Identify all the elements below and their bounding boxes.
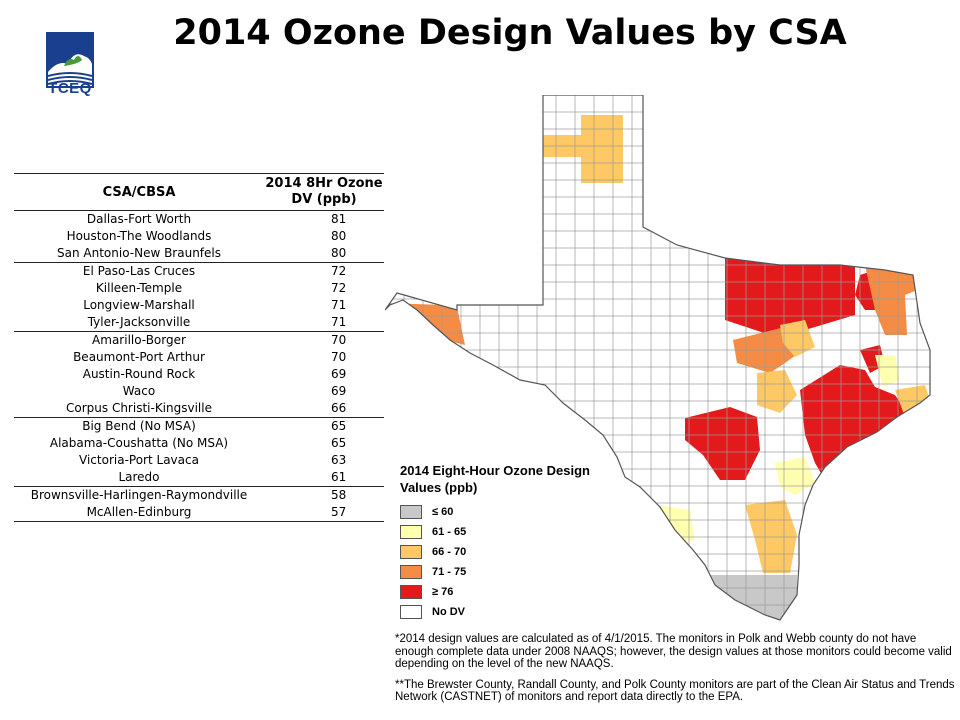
csa-name-cell: San Antonio-New Braunfels: [14, 245, 264, 263]
design-value-cell: 71: [331, 298, 347, 312]
table-row: Longview-Marshall 71: [14, 297, 384, 314]
design-value-cell: 70: [331, 333, 347, 347]
table-row: Dallas-Fort Worth 81: [14, 211, 384, 229]
table-row: San Antonio-New Braunfels 80: [14, 245, 384, 263]
legend-title: 2014 Eight-Hour Ozone Design Values (ppb…: [400, 463, 590, 495]
csa-name-cell: Amarillo-Borger: [92, 333, 186, 347]
table-row: Laredo 61: [14, 469, 384, 487]
legend-swatch: [400, 544, 422, 559]
csa-name-cell: Killeen-Temple: [95, 281, 183, 295]
footnote-castnet: **The Brewster County, Randall County, a…: [395, 678, 955, 704]
table-row: Victoria-Port Lavaca 63: [14, 452, 384, 469]
csa-name-cell: El Paso-Las Cruces: [82, 264, 196, 278]
legend-label: ≥ 76: [432, 585, 454, 598]
legend-swatch: [400, 584, 422, 599]
table-row: Austin-Round Rock 69: [14, 366, 384, 383]
legend-items: ≤ 60 61 - 65 66 - 70 71 - 75 ≥ 76 No DV: [400, 502, 590, 621]
csa-name-cell: Corpus Christi-Kingsville: [14, 400, 264, 418]
design-value-cell: 72: [331, 281, 347, 295]
csa-name-cell: McAllen-Edinburg: [14, 504, 264, 522]
legend-label: No DV: [432, 605, 465, 618]
design-value-cell: 80: [331, 229, 347, 243]
table-row: Tyler-Jacksonville 71: [14, 314, 384, 332]
csa-name-cell: Victoria-Port Lavaca: [79, 453, 199, 467]
table-row: Amarillo-Borger 70: [14, 332, 384, 350]
legend-label: 66 - 70: [432, 545, 467, 558]
logo-caption: TCEQ: [48, 80, 92, 97]
table-row: McAllen-Edinburg 57: [14, 504, 384, 522]
csa-name-cell: Alabama-Coushatta (No MSA): [49, 436, 229, 450]
design-value-cell: 70: [331, 350, 347, 364]
table-body: Dallas-Fort Worth 81 Houston-The Woodlands…: [14, 211, 384, 522]
table-row: Killeen-Temple 72: [14, 280, 384, 297]
csa-name-cell: Longview-Marshall: [83, 298, 195, 312]
table-row: Alabama-Coushatta (No MSA) 65: [14, 435, 384, 452]
table-row: Beaumont-Port Arthur 70: [14, 349, 384, 366]
table-row: Corpus Christi-Kingsville 66: [14, 400, 384, 418]
csa-name-cell: Laredo: [14, 469, 264, 487]
design-value-cell: 81: [331, 212, 347, 226]
csa-name-cell: Waco: [122, 384, 156, 398]
legend-label: 61 - 65: [432, 525, 467, 538]
column-header-dv: 2014 8Hr Ozone DV (ppb): [264, 173, 384, 211]
csa-name-cell: Big Bend (No MSA): [82, 419, 196, 433]
csa-name-cell: Austin-Round Rock: [82, 367, 196, 381]
table-row: El Paso-Las Cruces 72: [14, 263, 384, 281]
table-row: Waco 69: [14, 383, 384, 400]
design-value-cell: 57: [264, 504, 384, 522]
legend-item: ≥ 76: [400, 582, 590, 601]
csa-name-cell: Tyler-Jacksonville: [14, 314, 264, 332]
column-header-csa: CSA/CBSA: [14, 173, 264, 211]
legend-item: 71 - 75: [400, 562, 590, 581]
csa-name-cell: Brownsville-Harlingen-Raymondville: [30, 488, 248, 502]
tceq-logo-icon: [46, 32, 94, 88]
csa-name-cell: Dallas-Fort Worth: [86, 212, 192, 226]
design-value-cell: 71: [264, 314, 384, 332]
design-value-cell: 61: [264, 469, 384, 487]
footnotes: *2014 design values are calculated as of…: [395, 633, 955, 712]
design-value-table: CSA/CBSA 2014 8Hr Ozone DV (ppb) Dallas-…: [14, 173, 384, 522]
legend-swatch: [400, 564, 422, 579]
csa-name-cell: Beaumont-Port Arthur: [73, 350, 205, 364]
legend-item: No DV: [400, 602, 590, 621]
legend-item: 66 - 70: [400, 542, 590, 561]
design-value-cell: 69: [331, 384, 347, 398]
design-value-cell: 80: [264, 245, 384, 263]
legend-swatch: [400, 604, 422, 619]
design-value-cell: 65: [331, 436, 347, 450]
design-value-cell: 72: [331, 264, 347, 278]
legend-label: ≤ 60: [432, 505, 454, 518]
legend-label: 71 - 75: [432, 565, 467, 578]
legend-swatch: [400, 504, 422, 519]
table-row: Big Bend (No MSA) 65: [14, 418, 384, 436]
page-title: 2014 Ozone Design Values by CSA: [173, 13, 847, 53]
design-value-cell: 58: [331, 488, 347, 502]
table-row: Brownsville-Harlingen-Raymondville 58: [14, 487, 384, 505]
design-value-cell: 63: [331, 453, 347, 467]
design-value-cell: 65: [331, 419, 347, 433]
design-value-cell: 66: [264, 400, 384, 418]
legend-item: ≤ 60: [400, 502, 590, 521]
footnote-design-values: *2014 design values are calculated as of…: [395, 633, 952, 670]
legend-swatch: [400, 524, 422, 539]
map-legend: 2014 Eight-Hour Ozone Design Values (ppb…: [400, 462, 590, 622]
csa-name-cell: Houston-The Woodlands: [66, 229, 212, 243]
texas-ozone-map: [385, 95, 931, 621]
table-row: Houston-The Woodlands 80: [14, 228, 384, 245]
legend-item: 61 - 65: [400, 522, 590, 541]
design-value-cell: 69: [331, 367, 347, 381]
